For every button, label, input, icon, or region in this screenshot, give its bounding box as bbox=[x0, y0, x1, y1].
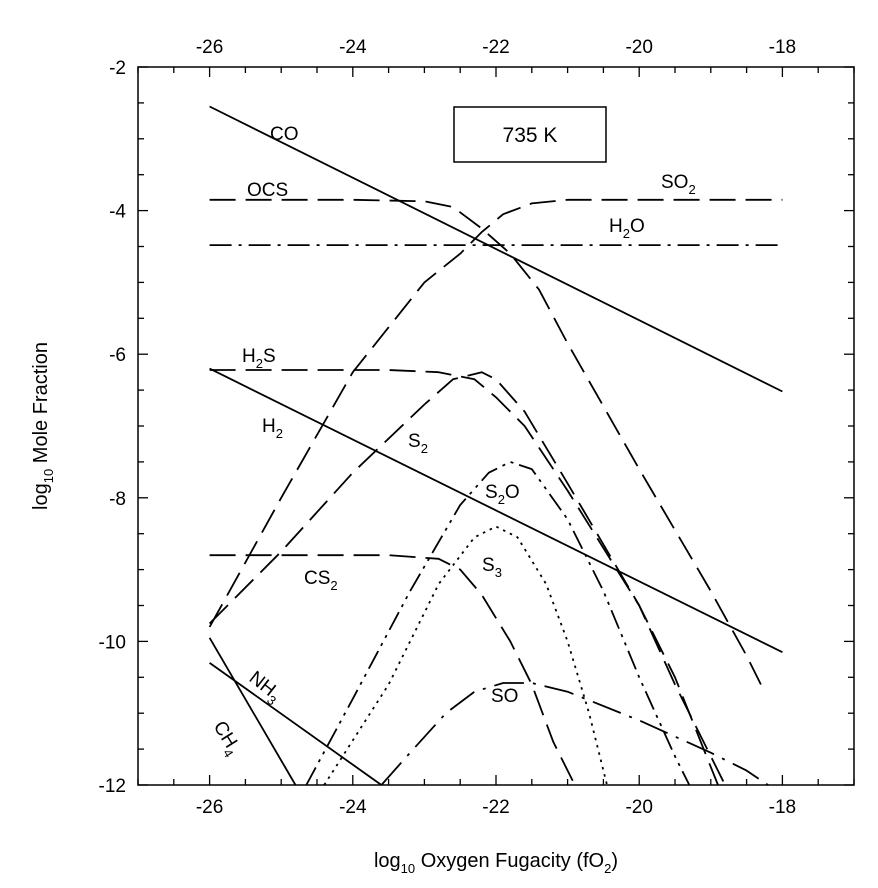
plot-frame bbox=[137, 66, 855, 786]
x-tick-label-top: -26 bbox=[196, 37, 223, 58]
series-line-co bbox=[209, 105, 783, 393]
x-axis-title: log10 Oxygen Fugacity (fO2) bbox=[374, 850, 618, 876]
x-tick-label-bottom: -24 bbox=[339, 797, 367, 818]
series-line-s2o bbox=[305, 461, 691, 786]
series-line-nh3 bbox=[209, 662, 382, 786]
series-label-cs2: CS2 bbox=[304, 568, 338, 593]
series-line-ch4 bbox=[208, 637, 297, 786]
series-label-ocs: OCS bbox=[247, 180, 288, 201]
series-label-s3: S3 bbox=[482, 555, 502, 580]
annotation-text: 735 K bbox=[503, 124, 558, 147]
y-tick-label: -12 bbox=[99, 776, 126, 797]
series-lines bbox=[208, 105, 783, 786]
y-tick-label: -2 bbox=[109, 58, 126, 79]
series-line-ocs bbox=[209, 198, 762, 685]
series-line-cs2 bbox=[209, 554, 576, 786]
x-tick-label-top: -18 bbox=[769, 37, 796, 58]
x-tick-label-top: -22 bbox=[482, 37, 509, 58]
x-tick-label-bottom: -18 bbox=[769, 797, 796, 818]
tick-labels: -26 -24 -22 -20 -18 -26 -24 -22 -20 -18 -2 -4 -6 -8 -1… bbox=[99, 37, 797, 818]
x-tick-label-top: -20 bbox=[625, 37, 652, 58]
series-label-co: CO bbox=[270, 124, 299, 145]
series-label-so2: SO2 bbox=[661, 172, 696, 197]
x-tick-label-top: -24 bbox=[339, 37, 367, 58]
series-label-ch4: CH4 bbox=[205, 718, 245, 761]
axis-ticks bbox=[137, 66, 855, 786]
x-tick-label-bottom: -22 bbox=[482, 797, 509, 818]
series-label-s2o: S2O bbox=[485, 482, 520, 507]
y-tick-label: -10 bbox=[99, 632, 126, 653]
series-label-h2o: H2O bbox=[609, 216, 645, 241]
series-label-h2: H2 bbox=[262, 416, 283, 441]
y-tick-label: -8 bbox=[109, 489, 126, 510]
y-tick-label: -4 bbox=[109, 202, 126, 223]
series-label-so: SO bbox=[491, 686, 518, 707]
series-line-so2 bbox=[208, 198, 783, 628]
y-tick-label: -6 bbox=[109, 345, 126, 366]
series-label-h2s: H2S bbox=[242, 346, 276, 371]
y-axis-title: log10 Mole Fraction bbox=[30, 342, 56, 510]
series-line-s2 bbox=[208, 371, 726, 786]
annotation-box: 735 K bbox=[453, 106, 607, 163]
series-line-s3 bbox=[323, 525, 608, 786]
series-label-s2: S2 bbox=[408, 431, 428, 456]
series-line-h2 bbox=[209, 367, 783, 654]
x-tick-label-bottom: -26 bbox=[196, 797, 223, 818]
x-tick-label-bottom: -20 bbox=[625, 797, 652, 818]
series-line-h2s bbox=[209, 369, 719, 786]
series-line-so bbox=[380, 682, 769, 786]
